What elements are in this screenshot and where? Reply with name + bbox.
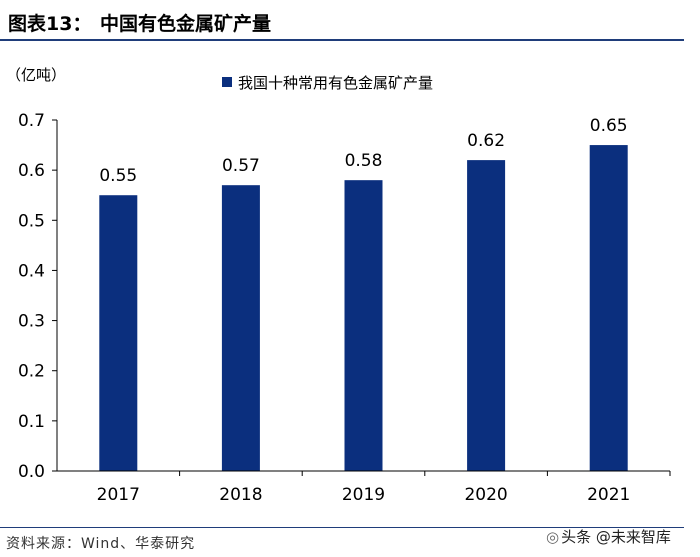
legend-swatch: [222, 77, 232, 87]
y-tick-label: 0.5: [18, 211, 45, 231]
y-tick-label: 0.6: [18, 161, 45, 181]
bar-value-label: 0.65: [590, 116, 628, 136]
header-divider: [0, 39, 684, 41]
y-tick-label: 0.2: [18, 362, 45, 382]
chart-legend: 我国十种常用有色金属矿产量: [222, 74, 433, 92]
watermark: ◎ 头条 @未来智库: [546, 526, 671, 547]
x-tick-label: 2019: [342, 485, 385, 505]
bar-value-label: 0.62: [467, 131, 505, 151]
y-axis-unit-label: （亿吨）: [6, 66, 66, 84]
x-tick-label: 2018: [219, 485, 262, 505]
y-tick-label: 0.7: [18, 111, 45, 131]
source-note: 资料来源：Wind、华泰研究: [6, 536, 196, 552]
bar: [99, 195, 138, 471]
bar: [467, 160, 506, 471]
watermark-logo-icon: ◎: [546, 528, 560, 546]
watermark-text: 头条 @未来智库: [561, 528, 671, 546]
bar: [589, 145, 628, 472]
bar-value-label: 0.58: [345, 151, 383, 171]
x-tick-label: 2017: [97, 485, 140, 505]
legend-label: 我国十种常用有色金属矿产量: [238, 74, 433, 92]
x-tick-label: 2020: [464, 485, 507, 505]
figure-title: 中国有色金属矿产量: [100, 13, 272, 35]
x-tick-label: 2021: [587, 485, 630, 505]
y-axis: 0.0 0.1 0.2 0.3 0.4 0.5 0.6 0.7: [18, 111, 57, 482]
bar-series: [99, 145, 628, 472]
bar: [344, 180, 383, 471]
bar-value-label: 0.55: [99, 166, 137, 186]
bar: [221, 185, 260, 471]
bar-chart: （亿吨） 我国十种常用有色金属矿产量 0.0 0.1 0.2 0.3 0.4 0.5 0.6…: [6, 66, 671, 505]
figure-header: 图表13： 中国有色金属矿产量: [0, 0, 700, 42]
y-tick-label: 0.4: [18, 261, 45, 281]
bar-value-label: 0.57: [222, 156, 260, 176]
y-tick-label: 0.1: [18, 412, 45, 432]
value-labels: 0.55 0.57 0.58 0.62 0.65: [99, 116, 627, 186]
x-axis: 2017 2018 2019 2020 2021: [97, 471, 671, 505]
figure-label: 图表13：: [8, 13, 92, 35]
y-tick-label: 0.0: [18, 462, 45, 482]
y-tick-label: 0.3: [18, 312, 45, 332]
footer-divider: [0, 527, 684, 528]
